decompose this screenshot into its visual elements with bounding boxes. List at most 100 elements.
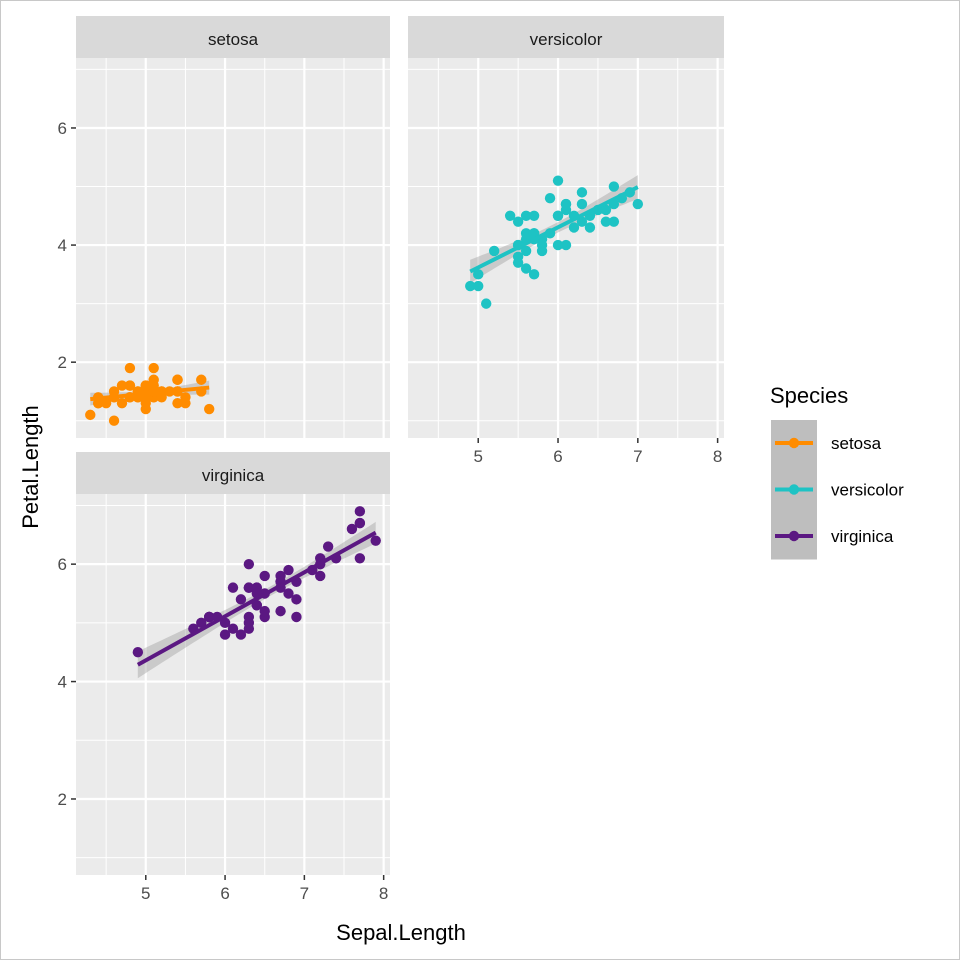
data-point	[552, 175, 564, 186]
data-point	[124, 362, 136, 374]
data-point	[528, 210, 540, 221]
facet-strip	[76, 452, 390, 494]
legend-key-point	[788, 530, 800, 542]
data-point	[315, 570, 326, 582]
data-point	[243, 617, 255, 629]
data-point	[172, 397, 183, 409]
data-point	[283, 588, 294, 599]
facet-strip-label: virginica	[202, 466, 265, 485]
data-point	[251, 600, 262, 611]
data-point	[600, 216, 612, 227]
data-point	[512, 257, 524, 268]
data-point	[180, 397, 191, 409]
data-point	[354, 517, 366, 529]
data-point	[520, 210, 532, 221]
data-point	[283, 564, 294, 576]
data-point	[108, 415, 120, 426]
data-point	[576, 216, 588, 227]
data-point	[291, 611, 302, 623]
data-point	[481, 298, 492, 309]
data-point	[528, 269, 540, 280]
data-point	[132, 647, 144, 658]
data-point	[608, 181, 620, 192]
data-point	[520, 245, 532, 257]
regression-line	[469, 185, 639, 274]
data-point	[473, 269, 484, 280]
facet-panel-versicolor: versicolor	[408, 16, 724, 443]
data-point	[227, 582, 239, 593]
facet-strip	[408, 16, 724, 58]
data-point	[560, 239, 572, 251]
data-point	[354, 506, 366, 517]
facet-strip	[76, 16, 390, 58]
legend-label-virginica: virginica	[831, 527, 894, 546]
data-point	[370, 535, 381, 546]
legend-key-point	[788, 437, 800, 449]
data-point	[520, 263, 532, 274]
data-point	[204, 403, 215, 415]
x-tick-label: 6	[220, 884, 229, 903]
data-point	[259, 605, 270, 617]
data-point	[291, 594, 302, 605]
facet-panel-virginica: virginica	[71, 452, 390, 880]
data-point	[473, 280, 484, 292]
legend-label-setosa: setosa	[831, 434, 882, 453]
data-point	[172, 374, 183, 385]
data-point	[488, 245, 500, 257]
y-axis-title: Petal.Length	[18, 405, 43, 529]
data-point	[608, 216, 620, 227]
data-point	[219, 617, 231, 629]
facet-strip-label: setosa	[208, 30, 259, 49]
data-point	[520, 228, 532, 239]
data-point	[219, 629, 231, 640]
legend-key-point	[788, 484, 800, 495]
data-point	[275, 605, 286, 617]
data-point	[600, 204, 612, 216]
x-axis-title: Sepal.Length	[336, 920, 466, 945]
data-point	[259, 570, 270, 582]
data-point	[552, 210, 564, 221]
data-point	[235, 629, 247, 640]
data-point	[100, 397, 112, 409]
y-tick-label: 6	[58, 119, 67, 138]
x-tick-label: 6	[553, 447, 562, 466]
y-tick-label: 2	[58, 790, 67, 809]
data-point	[243, 558, 255, 570]
data-point	[196, 617, 207, 629]
regression-line	[90, 385, 210, 402]
legend-title: Species	[770, 383, 848, 408]
data-point	[552, 239, 564, 251]
x-tick-label: 8	[713, 447, 722, 466]
data-point	[584, 222, 596, 233]
data-point	[504, 210, 516, 221]
data-point	[346, 523, 358, 535]
data-point	[512, 216, 524, 227]
data-point	[322, 541, 334, 552]
x-tick-label: 7	[300, 884, 309, 903]
x-tick-label: 7	[633, 447, 642, 466]
legend-label-versicolor: versicolor	[831, 481, 904, 500]
facet-strip-label: versicolor	[530, 30, 603, 49]
data-point	[560, 204, 572, 216]
data-point	[85, 409, 96, 421]
x-tick-label: 8	[379, 884, 388, 903]
data-point	[140, 380, 151, 391]
data-point	[465, 280, 476, 292]
y-tick-label: 4	[58, 673, 67, 692]
x-tick-label: 5	[473, 447, 482, 466]
data-point	[124, 380, 136, 391]
data-point	[243, 582, 255, 593]
data-point	[568, 222, 580, 233]
data-point	[204, 611, 215, 623]
data-point	[227, 623, 239, 634]
data-point	[632, 198, 644, 210]
data-point	[196, 374, 207, 385]
data-point	[116, 397, 128, 409]
data-point	[116, 380, 128, 391]
data-point	[576, 187, 588, 198]
regression-line	[136, 530, 377, 667]
data-point	[354, 553, 366, 564]
data-point	[576, 198, 588, 210]
panel-background	[76, 58, 390, 438]
